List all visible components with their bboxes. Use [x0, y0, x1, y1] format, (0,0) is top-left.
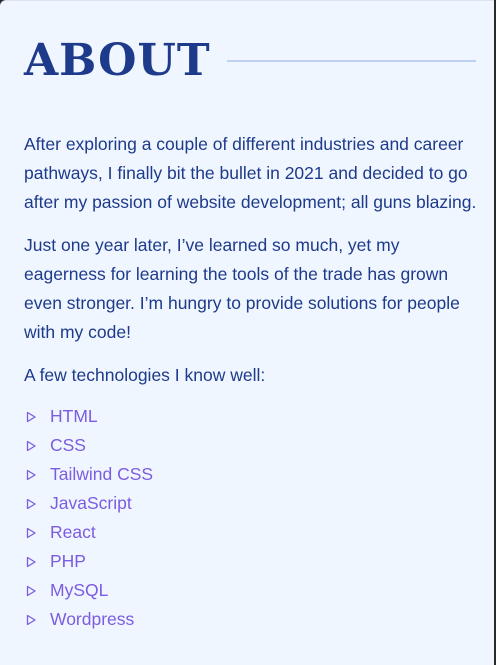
triangle-right-icon	[26, 527, 36, 538]
section-header: ABOUT	[24, 31, 476, 91]
technology-label: PHP	[50, 551, 86, 571]
triangle-right-icon	[26, 498, 36, 509]
list-item: CSS	[24, 431, 480, 460]
list-item: Wordpress	[24, 605, 480, 634]
technology-label: CSS	[50, 435, 86, 455]
technology-label: Tailwind CSS	[50, 464, 154, 484]
technology-label: React	[50, 522, 96, 542]
technology-label: MySQL	[50, 580, 109, 600]
heading-divider	[226, 60, 476, 62]
list-item: PHP	[24, 547, 480, 576]
list-item: MySQL	[24, 576, 480, 605]
technology-label: JavaScript	[50, 493, 132, 513]
triangle-right-icon	[26, 440, 36, 451]
triangle-right-icon	[26, 411, 36, 422]
list-item: Tailwind CSS	[24, 460, 480, 489]
about-paragraph-2: Just one year later, I’ve learned so muc…	[24, 235, 460, 342]
about-paragraph-1: After exploring a couple of different in…	[24, 134, 477, 212]
triangle-right-icon	[26, 585, 36, 596]
list-item: HTML	[24, 402, 480, 431]
triangle-right-icon	[26, 614, 36, 625]
about-content: After exploring a couple of different in…	[24, 130, 480, 634]
list-item: JavaScript	[24, 489, 480, 518]
technology-list: HTML CSS Tailwind CSS JavaScript React P…	[24, 402, 480, 634]
section-title: ABOUT	[24, 35, 211, 86]
list-item: React	[24, 518, 480, 547]
triangle-right-icon	[26, 469, 36, 480]
technologies-intro: A few technologies I know well:	[24, 365, 266, 385]
technology-label: HTML	[50, 406, 98, 426]
triangle-right-icon	[26, 556, 36, 567]
technology-label: Wordpress	[50, 609, 135, 629]
